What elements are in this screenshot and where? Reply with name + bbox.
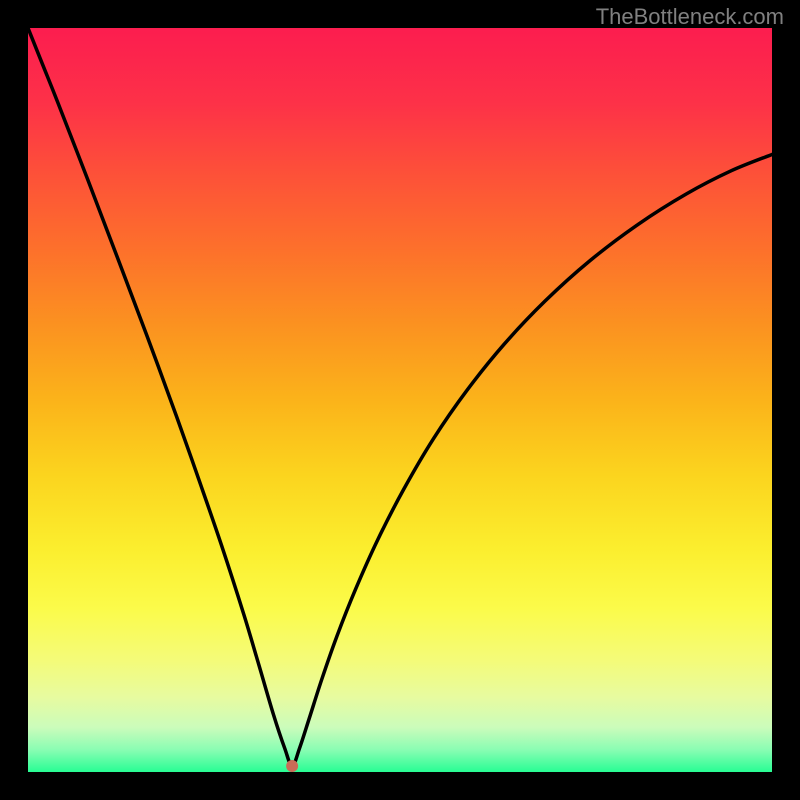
chart-container: TheBottleneck.com (0, 0, 800, 800)
bottleneck-curve (28, 28, 772, 772)
plot-area (28, 28, 772, 772)
watermark-text: TheBottleneck.com (596, 4, 784, 30)
